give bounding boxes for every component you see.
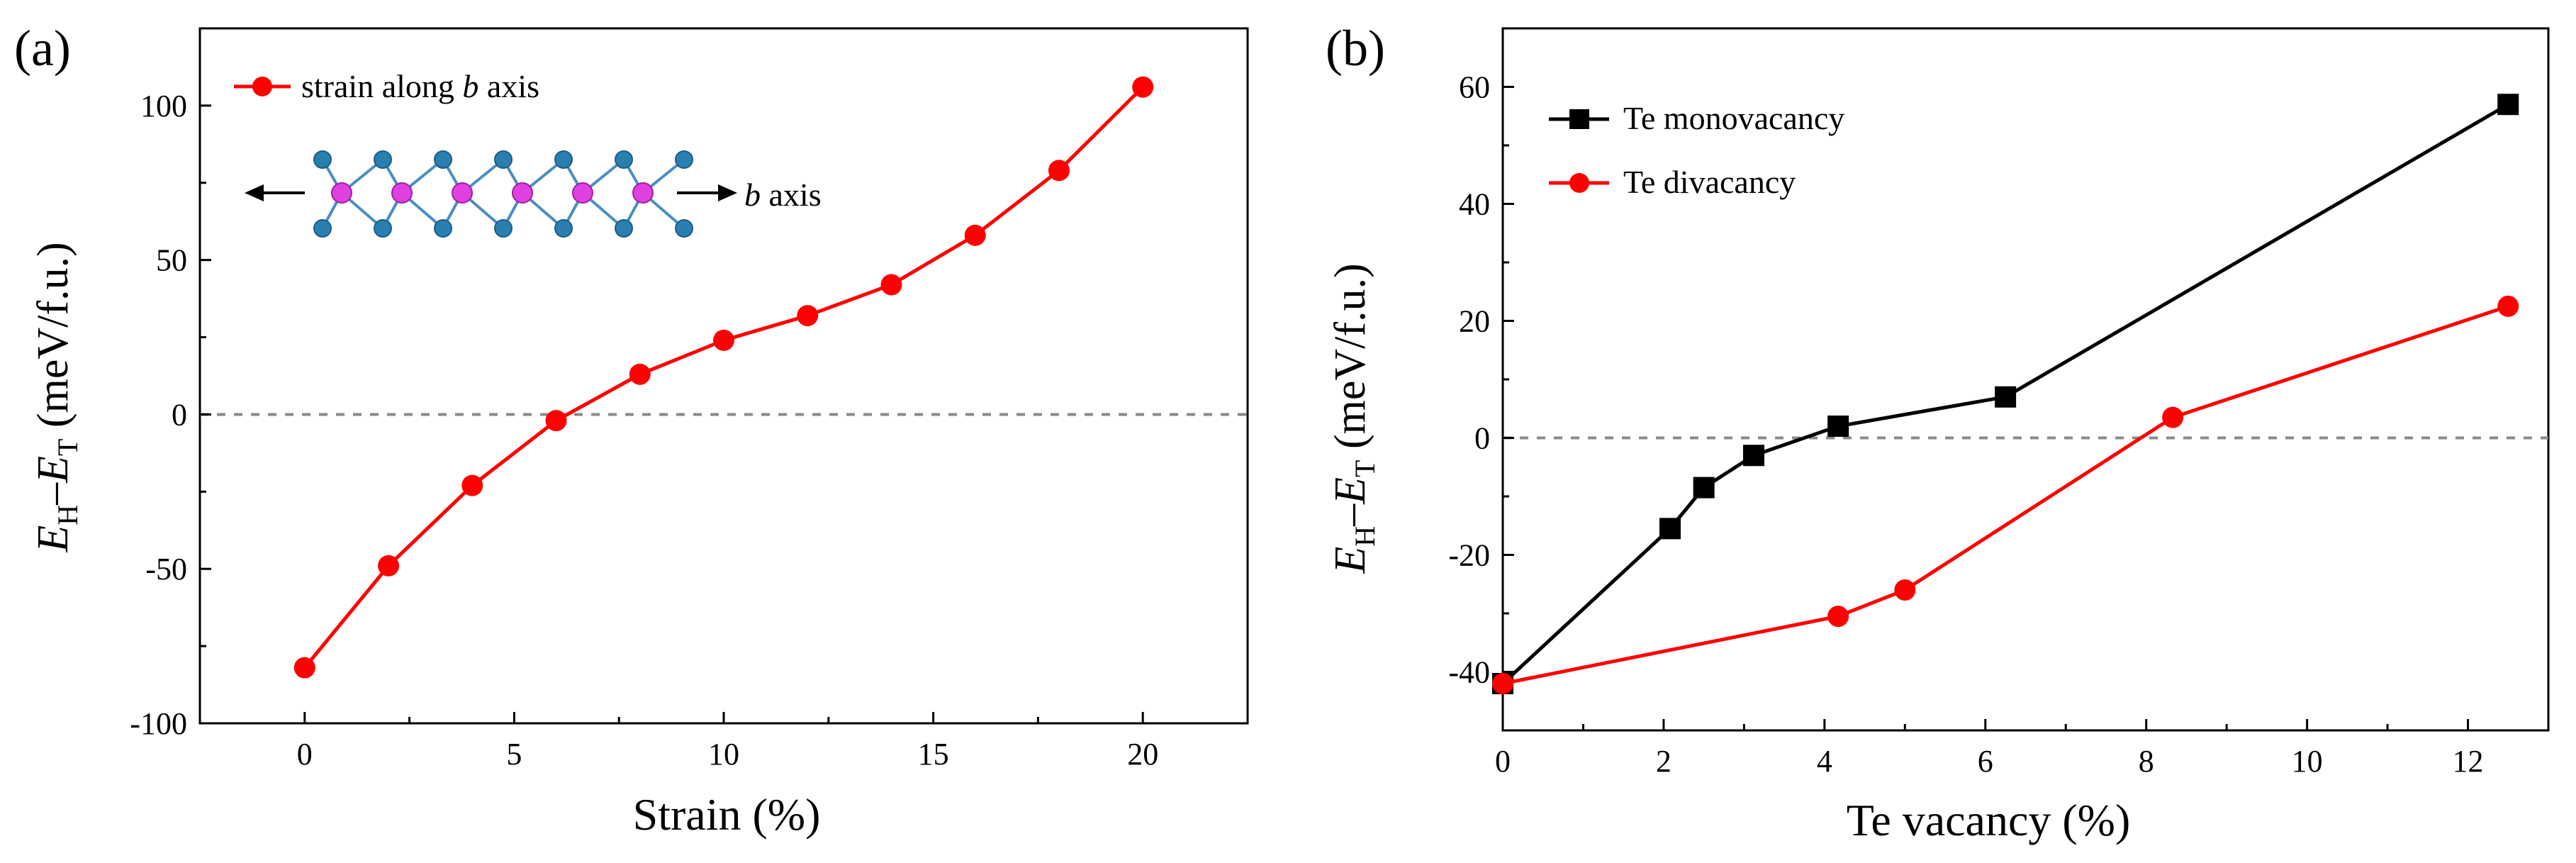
panel-b-label: (b) [1326, 20, 1385, 77]
panel-a-label: (a) [14, 20, 71, 77]
inset-atom-te [313, 219, 332, 238]
series-group-b [1492, 94, 2519, 694]
y-axis-title-a: EH–ET (meV/f.u.) [29, 242, 84, 552]
data-point-a-0 [545, 410, 567, 432]
inset-atom-te [494, 219, 513, 238]
inset-b-axis-label: b axis [744, 177, 822, 213]
inset-atom-te [434, 219, 452, 238]
data-point-a-0 [378, 555, 400, 577]
x-axis-title-a: Strain (%) [633, 789, 821, 840]
y-tick-label-b: -20 [1448, 538, 1490, 573]
data-point-b-0 [1827, 416, 1849, 437]
data-point-b-0 [1659, 518, 1681, 540]
data-point-b-0 [1995, 386, 2017, 408]
x-tick-label-b: 8 [2139, 744, 2154, 779]
series-line-b-1 [1502, 304, 2509, 686]
inset-atom-metal [331, 182, 352, 204]
crystal-structure-inset [313, 150, 693, 238]
y-tick-label-a: 0 [172, 397, 187, 432]
x-tick-label-b: 12 [2453, 744, 2484, 779]
series-group-a [293, 76, 1154, 679]
data-point-a-0 [713, 329, 734, 351]
data-point-b-1 [2162, 406, 2184, 428]
legend-a: strain along b axis [234, 68, 539, 104]
y-tick-label-b: 40 [1459, 187, 1490, 222]
inset-atom-te [615, 150, 633, 169]
legend-label-strain: strain along b axis [301, 68, 539, 104]
data-point-b-0 [1693, 477, 1715, 499]
inset-arrow-left [245, 184, 305, 201]
panel-b: (b) 0 2 4 6 8 10 12 -40 -20 0 20 40 60 EH–ET (meV/f.… [1326, 20, 2550, 845]
inset-atom-metal [512, 182, 533, 204]
y-tick-label-a: 100 [140, 89, 187, 123]
inset-atom-te [675, 150, 693, 169]
plot-frame-a [198, 27, 1249, 725]
y-axis-title-b: EH–ET (meV/f.u.) [1326, 263, 1381, 574]
y-tick-label-a: -100 [130, 706, 187, 741]
y-tick-label-b: 20 [1459, 304, 1490, 339]
legend-marker-divacancy [1569, 173, 1589, 193]
inset-atom-metal [572, 182, 593, 204]
data-point-a-0 [797, 305, 819, 327]
data-point-b-0 [1743, 445, 1764, 467]
x-tick-label-b: 4 [1817, 744, 1832, 779]
legend-label-monovacancy: Te monovacancy [1623, 100, 1844, 136]
legend-marker-strain [252, 77, 272, 96]
inset-atom-te [615, 219, 633, 238]
series-line-a-0 [303, 85, 1144, 669]
inset-atom-te [374, 219, 392, 238]
data-point-a-0 [964, 224, 986, 246]
data-point-b-0 [2497, 94, 2519, 116]
data-point-a-0 [880, 274, 902, 296]
data-point-b-1 [1827, 606, 1849, 628]
y-tick-label-b: -40 [1448, 655, 1490, 690]
inset-arrow-right [677, 184, 737, 201]
data-point-a-0 [1048, 160, 1070, 182]
inset-atom-metal [391, 182, 413, 204]
y-tick-label-a: -50 [145, 552, 187, 586]
inset-atom-te [675, 219, 693, 238]
x-tick-label-b: 2 [1656, 744, 1671, 779]
x-tick-label-a: 20 [1127, 737, 1158, 772]
legend-label-divacancy: Te divacancy [1623, 164, 1796, 200]
y-tick-label-a: 50 [156, 243, 187, 278]
inset-atom-te [494, 150, 513, 169]
inset-atom-metal [452, 182, 473, 204]
data-point-b-1 [1492, 673, 1513, 694]
x-tick-label-b: 0 [1495, 744, 1511, 779]
legend-marker-monovacancy [1569, 109, 1589, 129]
inset-atom-te [313, 150, 332, 169]
data-point-b-1 [2497, 295, 2519, 317]
x-tick-label-a: 10 [708, 737, 739, 772]
inset-atom-te [374, 150, 392, 169]
x-tick-label-a: 15 [918, 737, 949, 772]
axis-ticks-a: 0 5 10 15 20 -100 -50 0 50 100 [130, 89, 1158, 772]
x-axis-title-b: Te vacancy (%) [1847, 795, 2131, 845]
axis-ticks-b: 0 2 4 6 8 10 12 -40 -20 0 20 40 60 [1448, 70, 2483, 779]
data-point-a-0 [1132, 76, 1154, 98]
x-tick-label-b: 10 [2292, 744, 2323, 779]
x-tick-label-b: 6 [1978, 744, 1993, 779]
data-point-a-0 [629, 363, 651, 385]
data-point-a-0 [461, 474, 483, 496]
inset-atom-metal [632, 182, 654, 204]
data-point-a-0 [293, 657, 315, 679]
y-tick-label-b: 0 [1474, 421, 1490, 456]
inset-atom-te [554, 219, 573, 238]
inset-atom-te [434, 150, 452, 169]
inset-atom-te [554, 150, 573, 169]
x-tick-label-a: 0 [297, 737, 313, 772]
panel-a: (a) 0 5 10 15 20 -100 -50 0 50 100 EH–ET (meV/f.u… [14, 20, 1249, 840]
legend-b: Te monovacancy Te divacancy [1549, 100, 1844, 200]
y-tick-label-b: 60 [1459, 70, 1490, 105]
data-point-b-1 [1894, 579, 1916, 601]
x-tick-label-a: 5 [506, 737, 522, 772]
